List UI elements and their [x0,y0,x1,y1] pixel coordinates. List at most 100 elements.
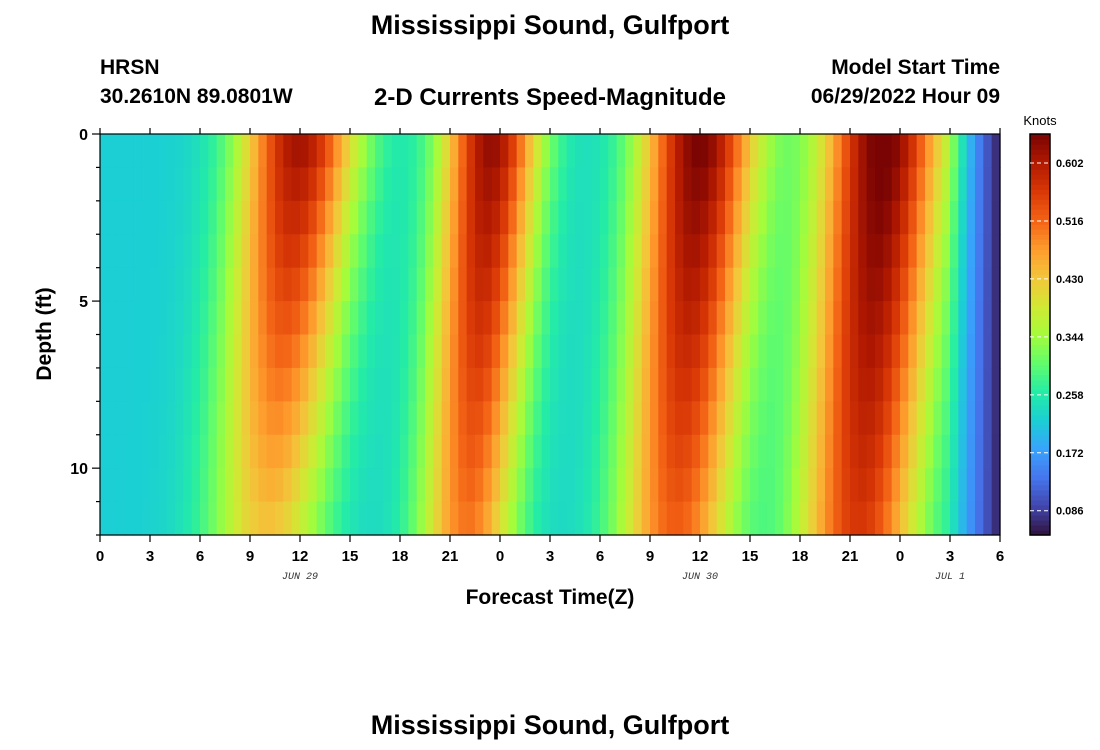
heatmap-cell [200,401,209,436]
heatmap-cell [991,401,1001,436]
heatmap-cell [816,334,826,369]
heatmap-cell [708,334,718,369]
colorbar-segment [1030,194,1050,200]
heatmap-cell [608,367,618,402]
heatmap-cell [916,334,926,369]
heatmap-cell [375,334,384,369]
heatmap-cell [766,167,776,202]
heatmap-cell [750,401,759,436]
colorbar: 0.086 0.172 0.258 0.344 0.430 0.516 0.602 Knots [1023,113,1084,536]
heatmap-cell [741,468,751,503]
heatmap-cell [958,501,968,536]
heatmap-cell [608,167,618,202]
heatmap-cell [200,334,209,369]
heatmap-cell [108,301,118,336]
heatmap-cell [475,200,484,235]
heatmap-cell [683,468,693,503]
heatmap-cell [733,434,743,469]
heatmap-cell [841,367,851,402]
heatmap-cell [450,434,459,469]
heatmap-cell [791,234,801,269]
heatmap-cell [725,501,734,536]
heatmap-cell [566,234,576,269]
colorbar-segment [1030,379,1050,386]
heatmap-cell [375,134,384,169]
heatmap-cell [775,301,784,336]
heatmap-cell [708,267,718,302]
heatmap-cell [100,367,109,402]
colorbar-segment [1030,439,1050,446]
heatmap-cell [758,267,768,302]
heatmap-cell [150,134,159,169]
heatmap-cell [691,134,701,169]
heatmap-cell [466,468,476,503]
heatmap-cell [816,167,826,202]
colorbar-tick-label: 0.344 [1056,332,1084,344]
colorbar-segment [1030,359,1050,366]
heatmap-cell [733,367,743,402]
heatmap-cell [216,434,226,469]
heatmap-cell [858,334,868,369]
heatmap-cell [408,234,418,269]
x-tick-label: 15 [742,548,759,565]
colorbar-segment [1030,169,1050,175]
heatmap-cell [975,334,984,369]
colorbar-segment [1030,304,1050,311]
heatmap-cell [866,267,876,302]
heatmap-cell [666,434,676,469]
heatmap-cell [666,234,676,269]
heatmap-cell [725,468,734,503]
x-tick-label: 9 [246,548,254,565]
heatmap-cell [850,167,859,202]
heatmap-cell [316,267,326,302]
heatmap-cell [716,434,726,469]
colorbar-segment [1030,509,1050,516]
heatmap-cell [208,234,218,269]
heatmap-cell [166,200,176,235]
heatmap-cell [633,200,643,235]
heatmap-cell [216,401,226,436]
colorbar-segment [1030,349,1050,356]
heatmap-cell [583,301,593,336]
heatmap-cell [158,234,168,269]
heatmap-cell [691,468,701,503]
heatmap-cell [725,134,734,169]
heatmap-cell [125,267,134,302]
heatmap-cell [633,234,643,269]
heatmap-cell [158,301,168,336]
heatmap-cell [116,267,126,302]
heatmap-cell [250,367,259,402]
heatmap-cell [400,167,409,202]
heatmap-cell [316,401,326,436]
heatmap-cell [958,200,968,235]
heatmap-cell [350,434,359,469]
heatmap-cell [316,367,326,402]
heatmap-cell [900,234,909,269]
heatmap-cell [391,501,401,536]
heatmap-cell [441,367,451,402]
heatmap-cell [391,367,401,402]
heatmap-cell [108,468,118,503]
heatmap-cell [300,134,309,169]
heatmap-cell [950,301,959,336]
heatmap-cell [950,501,959,536]
heatmap-cell [458,200,468,235]
heatmap-cell [700,468,709,503]
heatmap-cell [733,334,743,369]
heatmap-cell [283,234,293,269]
heatmap-cell [541,167,551,202]
heatmap-cell [425,301,434,336]
heatmap-cell [591,334,601,369]
heatmap-cell [233,167,243,202]
heatmap-cell [250,334,259,369]
heatmap-cell [550,401,559,436]
heatmap-cell [725,301,734,336]
heatmap-cell [891,501,901,536]
heatmap-cell [650,501,659,536]
heatmap-cell [375,401,384,436]
heatmap-cell [483,167,493,202]
heatmap-cell [283,267,293,302]
heatmap-cell [250,434,259,469]
heatmap-cell [466,234,476,269]
